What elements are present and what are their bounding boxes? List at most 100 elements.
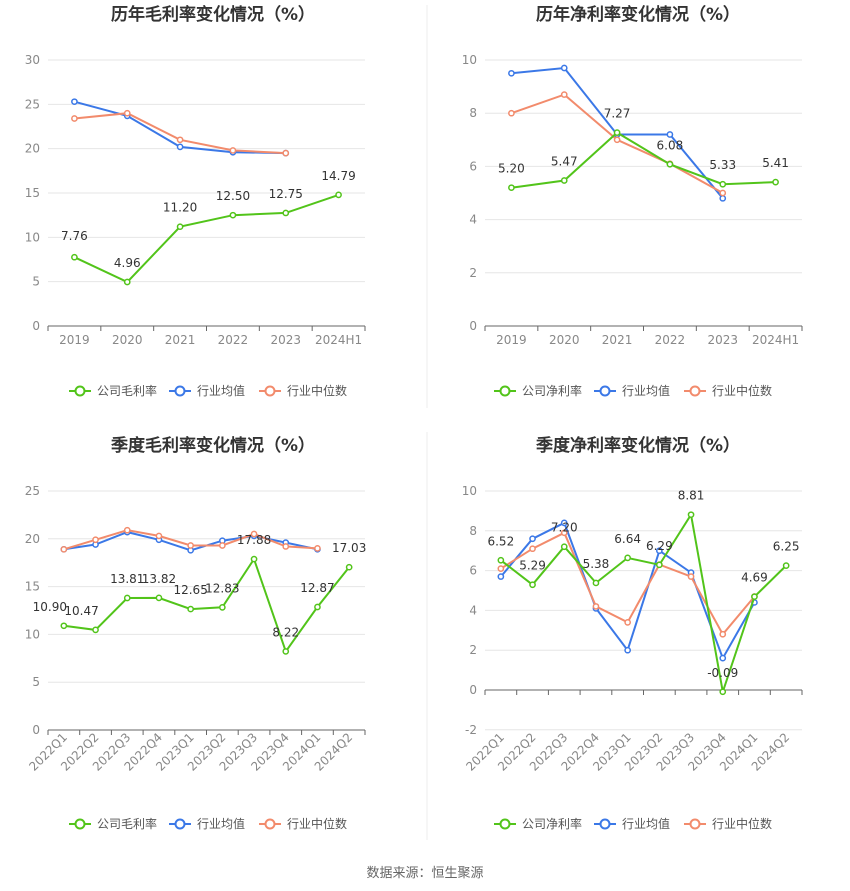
legend-label: 行业中位数 (287, 816, 347, 831)
data-point (282, 209, 290, 217)
data-point (560, 529, 568, 537)
data-point (176, 143, 184, 151)
data-point (314, 603, 321, 611)
data-point (560, 543, 568, 551)
data-point (219, 542, 226, 549)
legend: 公司净利率 行业均值 行业中位数 (494, 816, 772, 831)
data-source-note: 数据来源：恒生聚源 (366, 866, 484, 881)
y-tick-label: 6 (469, 159, 477, 173)
data-label: 5.47 (551, 154, 578, 168)
data-point (282, 543, 290, 550)
chart-panel-1: 历年毛利率变化情况（%） 0 5 10 15 20 25 30 2019 2020 2021 2022… (25, 4, 366, 398)
series-公司净利率 (508, 129, 779, 192)
data-point (155, 594, 163, 602)
series-line (511, 131, 776, 189)
y-tick-label: 2 (469, 266, 477, 280)
data-point (613, 136, 621, 144)
data-point (772, 178, 779, 186)
data-point (71, 253, 78, 261)
legend-item: 公司毛利率 (69, 816, 157, 831)
data-label: 6.25 (773, 540, 800, 554)
legend-swatch-marker (499, 818, 511, 830)
data-point (282, 149, 290, 157)
series-line (500, 511, 787, 693)
chart-title: 历年毛利率变化情况（%） (111, 4, 315, 25)
legend-label: 行业均值 (197, 383, 245, 398)
x-tick-label: 2021 (165, 333, 196, 347)
data-point (508, 184, 515, 192)
y-tick-label: 0 (469, 319, 477, 333)
series-line (63, 556, 350, 654)
data-point (656, 547, 663, 555)
legend-label: 行业中位数 (712, 383, 772, 398)
x-tick-label: 2019 (496, 333, 527, 347)
data-label: 8.22 (272, 625, 299, 639)
data-point (176, 223, 184, 231)
data-point (666, 160, 674, 168)
data-label: 4.96 (114, 256, 141, 270)
legend-item: 行业中位数 (259, 383, 347, 398)
x-tick-label: 2023 (707, 333, 738, 347)
legend-swatch-marker (174, 385, 186, 397)
data-point (529, 545, 536, 553)
data-point (624, 554, 632, 562)
data-point (656, 561, 663, 569)
data-point (219, 603, 226, 611)
series-公司毛利率 (60, 555, 353, 655)
legend-label: 公司毛利率 (97, 816, 157, 831)
series-line (73, 193, 339, 284)
data-label: 5.41 (762, 156, 789, 170)
legend-label: 公司净利率 (522, 816, 582, 831)
series-公司净利率 (497, 511, 790, 696)
y-tick-label: 15 (25, 186, 40, 200)
data-label: 17.88 (237, 533, 271, 547)
data-point (719, 654, 727, 662)
legend-item: 公司净利率 (494, 383, 582, 398)
data-point (60, 545, 68, 553)
data-point (123, 109, 131, 117)
data-label: 7.20 (551, 521, 578, 535)
data-point (123, 278, 131, 286)
chart-panel-3: 季度毛利率变化情况（%）05101520252022Q12022Q22022Q3… (25, 435, 367, 831)
data-point (229, 211, 237, 219)
data-point (529, 535, 536, 543)
data-label: 6.64 (614, 532, 641, 546)
legend-swatch-marker (689, 818, 701, 830)
data-point (719, 630, 727, 638)
data-point (719, 688, 727, 696)
data-point (497, 565, 505, 572)
series-行业中位数 (71, 109, 290, 157)
y-tick-label: 2 (469, 643, 477, 657)
data-point (592, 579, 600, 587)
y-tick-label: 4 (469, 213, 477, 227)
legend-swatch-marker (599, 818, 611, 830)
data-label: -0.09 (707, 666, 738, 680)
data-point (560, 91, 568, 98)
data-point (560, 177, 568, 184)
series-行业中位数 (497, 529, 758, 638)
data-point (719, 180, 727, 188)
legend-item: 行业中位数 (684, 816, 772, 831)
legend-item: 行业中位数 (259, 816, 347, 831)
legend-swatch-marker (599, 385, 611, 397)
legend-label: 行业中位数 (287, 383, 347, 398)
data-point (751, 593, 758, 601)
y-tick-label: 4 (469, 603, 477, 617)
legend-item: 行业中位数 (684, 383, 772, 398)
data-point (497, 556, 505, 564)
data-point (229, 147, 237, 154)
data-point (314, 545, 321, 552)
legend-item: 行业均值 (169, 816, 245, 831)
x-tick-label: 2019 (59, 333, 90, 347)
legend: 公司净利率 行业均值 行业中位数 (494, 383, 772, 398)
data-label: 13.82 (142, 572, 176, 586)
data-label: 6.29 (646, 539, 673, 553)
data-label: 12.65 (173, 583, 207, 597)
legend-item: 公司净利率 (494, 816, 582, 831)
legend-item: 行业均值 (594, 383, 670, 398)
data-label: 8.81 (678, 489, 705, 503)
legend-label: 公司毛利率 (97, 383, 157, 398)
data-point (508, 69, 515, 77)
legend-label: 行业中位数 (712, 816, 772, 831)
